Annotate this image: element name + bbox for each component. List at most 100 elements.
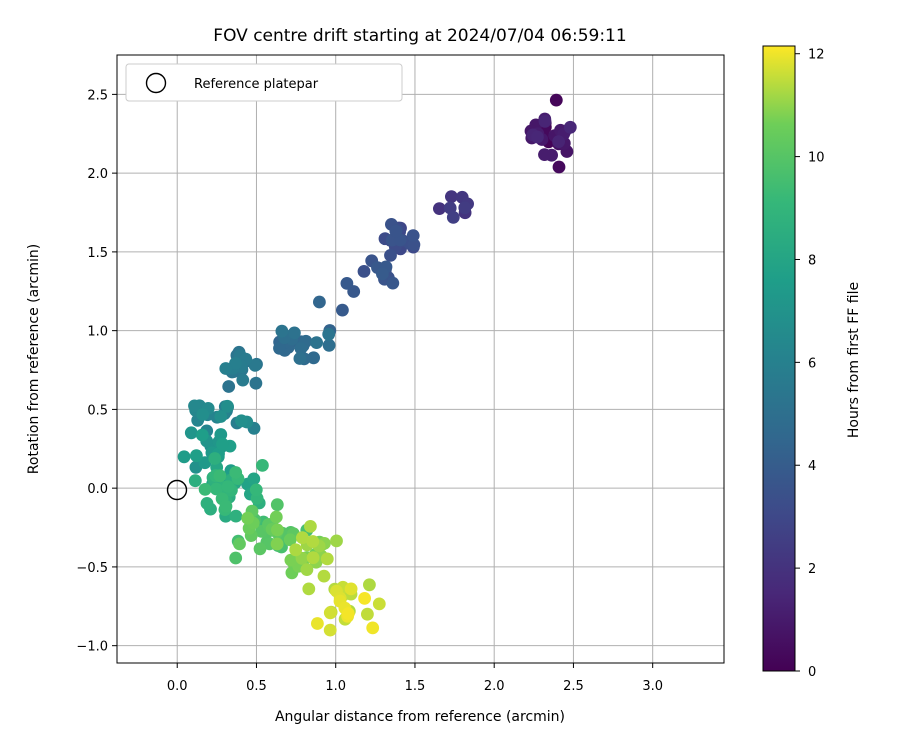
data-point: [531, 130, 544, 144]
y-tick-label: 2.5: [87, 88, 108, 103]
legend-marker-icon: [145, 72, 167, 94]
data-point: [256, 459, 269, 472]
data-point: [219, 362, 233, 375]
data-point: [376, 267, 389, 281]
data-point: [458, 201, 472, 215]
x-axis-label: Angular distance from reference (arcmin): [275, 709, 565, 725]
data-point: [200, 497, 214, 510]
legend: Reference platepar: [125, 63, 403, 102]
data-point: [357, 265, 371, 278]
x-tick-label: 0.5: [246, 679, 267, 694]
x-tick-label: 3.0: [642, 679, 663, 694]
colorbar-tick-label: 10: [808, 151, 825, 166]
data-point: [538, 115, 552, 128]
data-point: [208, 452, 222, 465]
data-point: [209, 482, 223, 496]
data-point: [284, 553, 298, 567]
data-point: [283, 533, 297, 547]
data-point: [552, 160, 566, 174]
data-point: [214, 410, 228, 423]
data-point: [229, 466, 243, 479]
y-tick-label: 1.5: [87, 246, 108, 261]
data-point: [222, 380, 236, 393]
data-point: [270, 498, 284, 512]
x-axis-ticks: 0.0 0.5 1.0 1.5 2.0 2.5 3.0: [167, 663, 663, 694]
data-point: [184, 426, 198, 440]
data-point: [372, 597, 386, 611]
data-point: [406, 229, 420, 243]
data-point: [198, 456, 212, 470]
data-point: [249, 483, 263, 497]
data-point: [300, 563, 314, 576]
data-point: [188, 399, 201, 413]
colorbar-tick-label: 2: [808, 562, 816, 577]
data-point: [322, 338, 336, 352]
colorbar-gradient: [762, 45, 796, 672]
data-point: [363, 578, 376, 592]
data-point: [311, 617, 324, 630]
colorbar-tick-label: 8: [808, 253, 816, 268]
data-point: [247, 472, 261, 486]
y-tick-label: 2.0: [87, 167, 108, 182]
data-point: [304, 520, 317, 533]
data-point: [241, 511, 255, 525]
data-point: [552, 135, 565, 149]
data-point: [188, 474, 202, 488]
x-tick-label: 0.0: [167, 679, 188, 694]
data-point: [320, 552, 334, 566]
data-point: [336, 303, 349, 317]
data-point: [195, 428, 209, 442]
y-tick-label: −1.0: [76, 640, 108, 655]
data-point: [229, 509, 243, 523]
colorbar-ticks: 0 2 4 6 8 10 12: [795, 48, 825, 680]
data-points: [177, 93, 577, 637]
data-point: [294, 342, 308, 355]
data-point: [341, 607, 355, 620]
data-point: [313, 295, 326, 309]
data-point: [433, 202, 446, 216]
y-axis-ticks: −1.0 −0.5 0.0 0.5 1.0 1.5 2.0 2.5: [76, 88, 117, 655]
data-point: [310, 336, 323, 349]
data-point: [344, 582, 358, 596]
y-axis-label: Rotation from reference (arcmin): [26, 244, 42, 474]
data-point: [446, 211, 460, 224]
data-point: [330, 534, 343, 548]
data-point: [271, 523, 284, 537]
data-point: [340, 277, 354, 290]
data-point: [549, 93, 563, 107]
reference-point-marker: [166, 479, 188, 501]
data-point: [221, 480, 235, 493]
grid-lines: [117, 55, 724, 663]
data-point: [249, 376, 263, 390]
x-tick-label: 2.0: [484, 679, 505, 694]
data-point: [445, 190, 458, 204]
data-point: [307, 351, 320, 365]
colorbar-tick-label: 12: [808, 48, 825, 63]
y-tick-label: 0.0: [87, 482, 108, 497]
data-point: [323, 606, 337, 620]
data-point: [317, 569, 331, 583]
x-tick-label: 2.5: [563, 679, 584, 694]
data-point: [538, 148, 551, 162]
y-tick-label: 0.5: [87, 403, 108, 418]
data-point: [273, 341, 286, 355]
data-point: [233, 537, 246, 551]
data-point: [288, 326, 301, 340]
colorbar-label: Hours from first FF file: [846, 282, 862, 438]
data-point: [366, 621, 380, 635]
data-point: [229, 357, 242, 370]
data-point: [248, 359, 262, 372]
data-point: [198, 483, 212, 496]
data-point: [306, 551, 320, 565]
data-point: [293, 352, 307, 365]
data-point: [323, 623, 337, 637]
x-tick-label: 1.0: [325, 679, 346, 694]
data-point: [306, 535, 320, 548]
data-point: [196, 408, 210, 421]
data-point: [213, 469, 227, 483]
data-point: [219, 500, 233, 513]
data-point: [563, 120, 577, 134]
data-point: [190, 449, 203, 463]
data-point: [216, 437, 229, 451]
data-point: [235, 414, 248, 428]
